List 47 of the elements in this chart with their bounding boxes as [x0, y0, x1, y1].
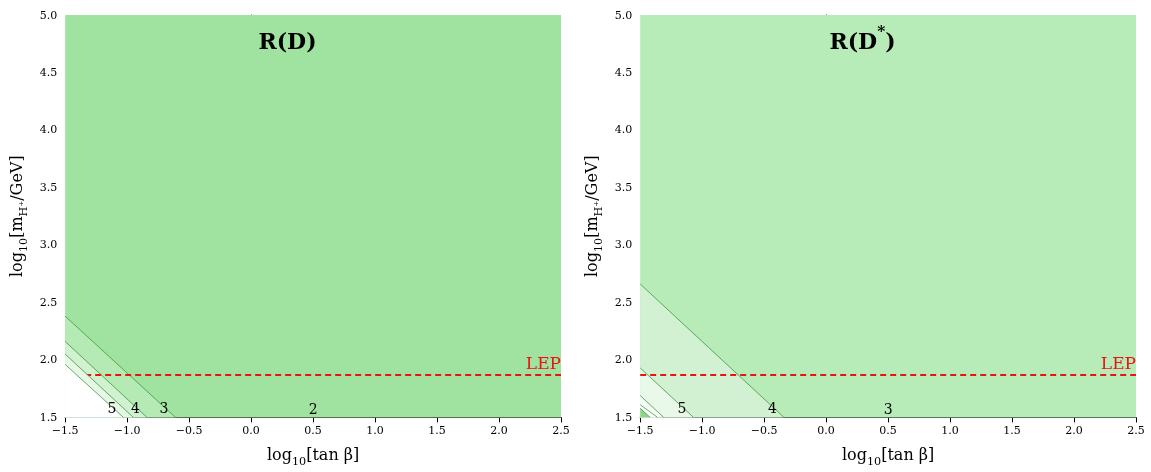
- x-tick-label: −1.0: [113, 424, 141, 438]
- y-axis-title: log10[mH⁺/GeV]: [581, 155, 605, 278]
- y-tick-label: 2.0: [39, 353, 58, 367]
- y-tick-label: 4.5: [39, 65, 58, 79]
- y-tick-label: 2.5: [614, 295, 633, 309]
- ref-line-label: LEP: [525, 353, 561, 374]
- series-label: 4: [131, 400, 140, 417]
- y-tick-label: 3.5: [614, 180, 633, 194]
- x-tick-label: 1.5: [1003, 424, 1021, 438]
- y-tick-label: 3.5: [39, 180, 58, 194]
- y-tick-label: 3.0: [614, 238, 633, 252]
- x-tick-label: 2.0: [490, 424, 508, 438]
- x-tick-label: 0.5: [879, 424, 897, 438]
- x-tick-label: 0.0: [817, 424, 835, 438]
- y-tick-label: 5.0: [39, 8, 58, 22]
- text: R(D): [258, 27, 317, 54]
- y-tick-label: 1.5: [614, 410, 633, 424]
- x-tick-label: 1.0: [366, 424, 384, 438]
- x-tick-label: −1.5: [51, 424, 79, 438]
- x-tick-label: −0.5: [750, 424, 778, 438]
- x-tick-label: 1.5: [428, 424, 446, 438]
- series-label: 5: [107, 400, 117, 417]
- y-tick-label: 5.0: [614, 8, 633, 22]
- band-label: 3: [883, 401, 893, 418]
- series-label: 3: [159, 400, 169, 417]
- x-tick-label: −1.5: [626, 424, 654, 438]
- y-tick-label: 4.0: [614, 123, 633, 137]
- x-tick-label: −0.5: [175, 424, 203, 438]
- y-tick-label: 3.0: [39, 238, 58, 252]
- y-tick-label: 4.5: [614, 65, 633, 79]
- x-tick-label: 0.5: [304, 424, 322, 438]
- y-tick-label: 2.0: [614, 353, 633, 367]
- x-tick-label: 2.0: [1065, 424, 1083, 438]
- band-label: 2: [308, 401, 318, 418]
- x-tick-label: 1.0: [941, 424, 959, 438]
- y-tick-label: 4.0: [39, 123, 58, 137]
- series-label: 5: [677, 400, 687, 417]
- x-tick-label: 0.0: [242, 424, 260, 438]
- y-tick-label: 2.5: [39, 295, 58, 309]
- series-label: 4: [767, 400, 777, 417]
- x-tick-label: 2.5: [552, 424, 570, 438]
- y-axis-title: log10[mH⁺/GeV]: [6, 155, 30, 278]
- ref-line-label: LEP: [1100, 353, 1136, 374]
- x-tick-label: 2.5: [1127, 424, 1145, 438]
- y-tick-label: 1.5: [39, 410, 58, 424]
- x-tick-label: −1.0: [688, 424, 716, 438]
- text: R(D*): [829, 21, 896, 54]
